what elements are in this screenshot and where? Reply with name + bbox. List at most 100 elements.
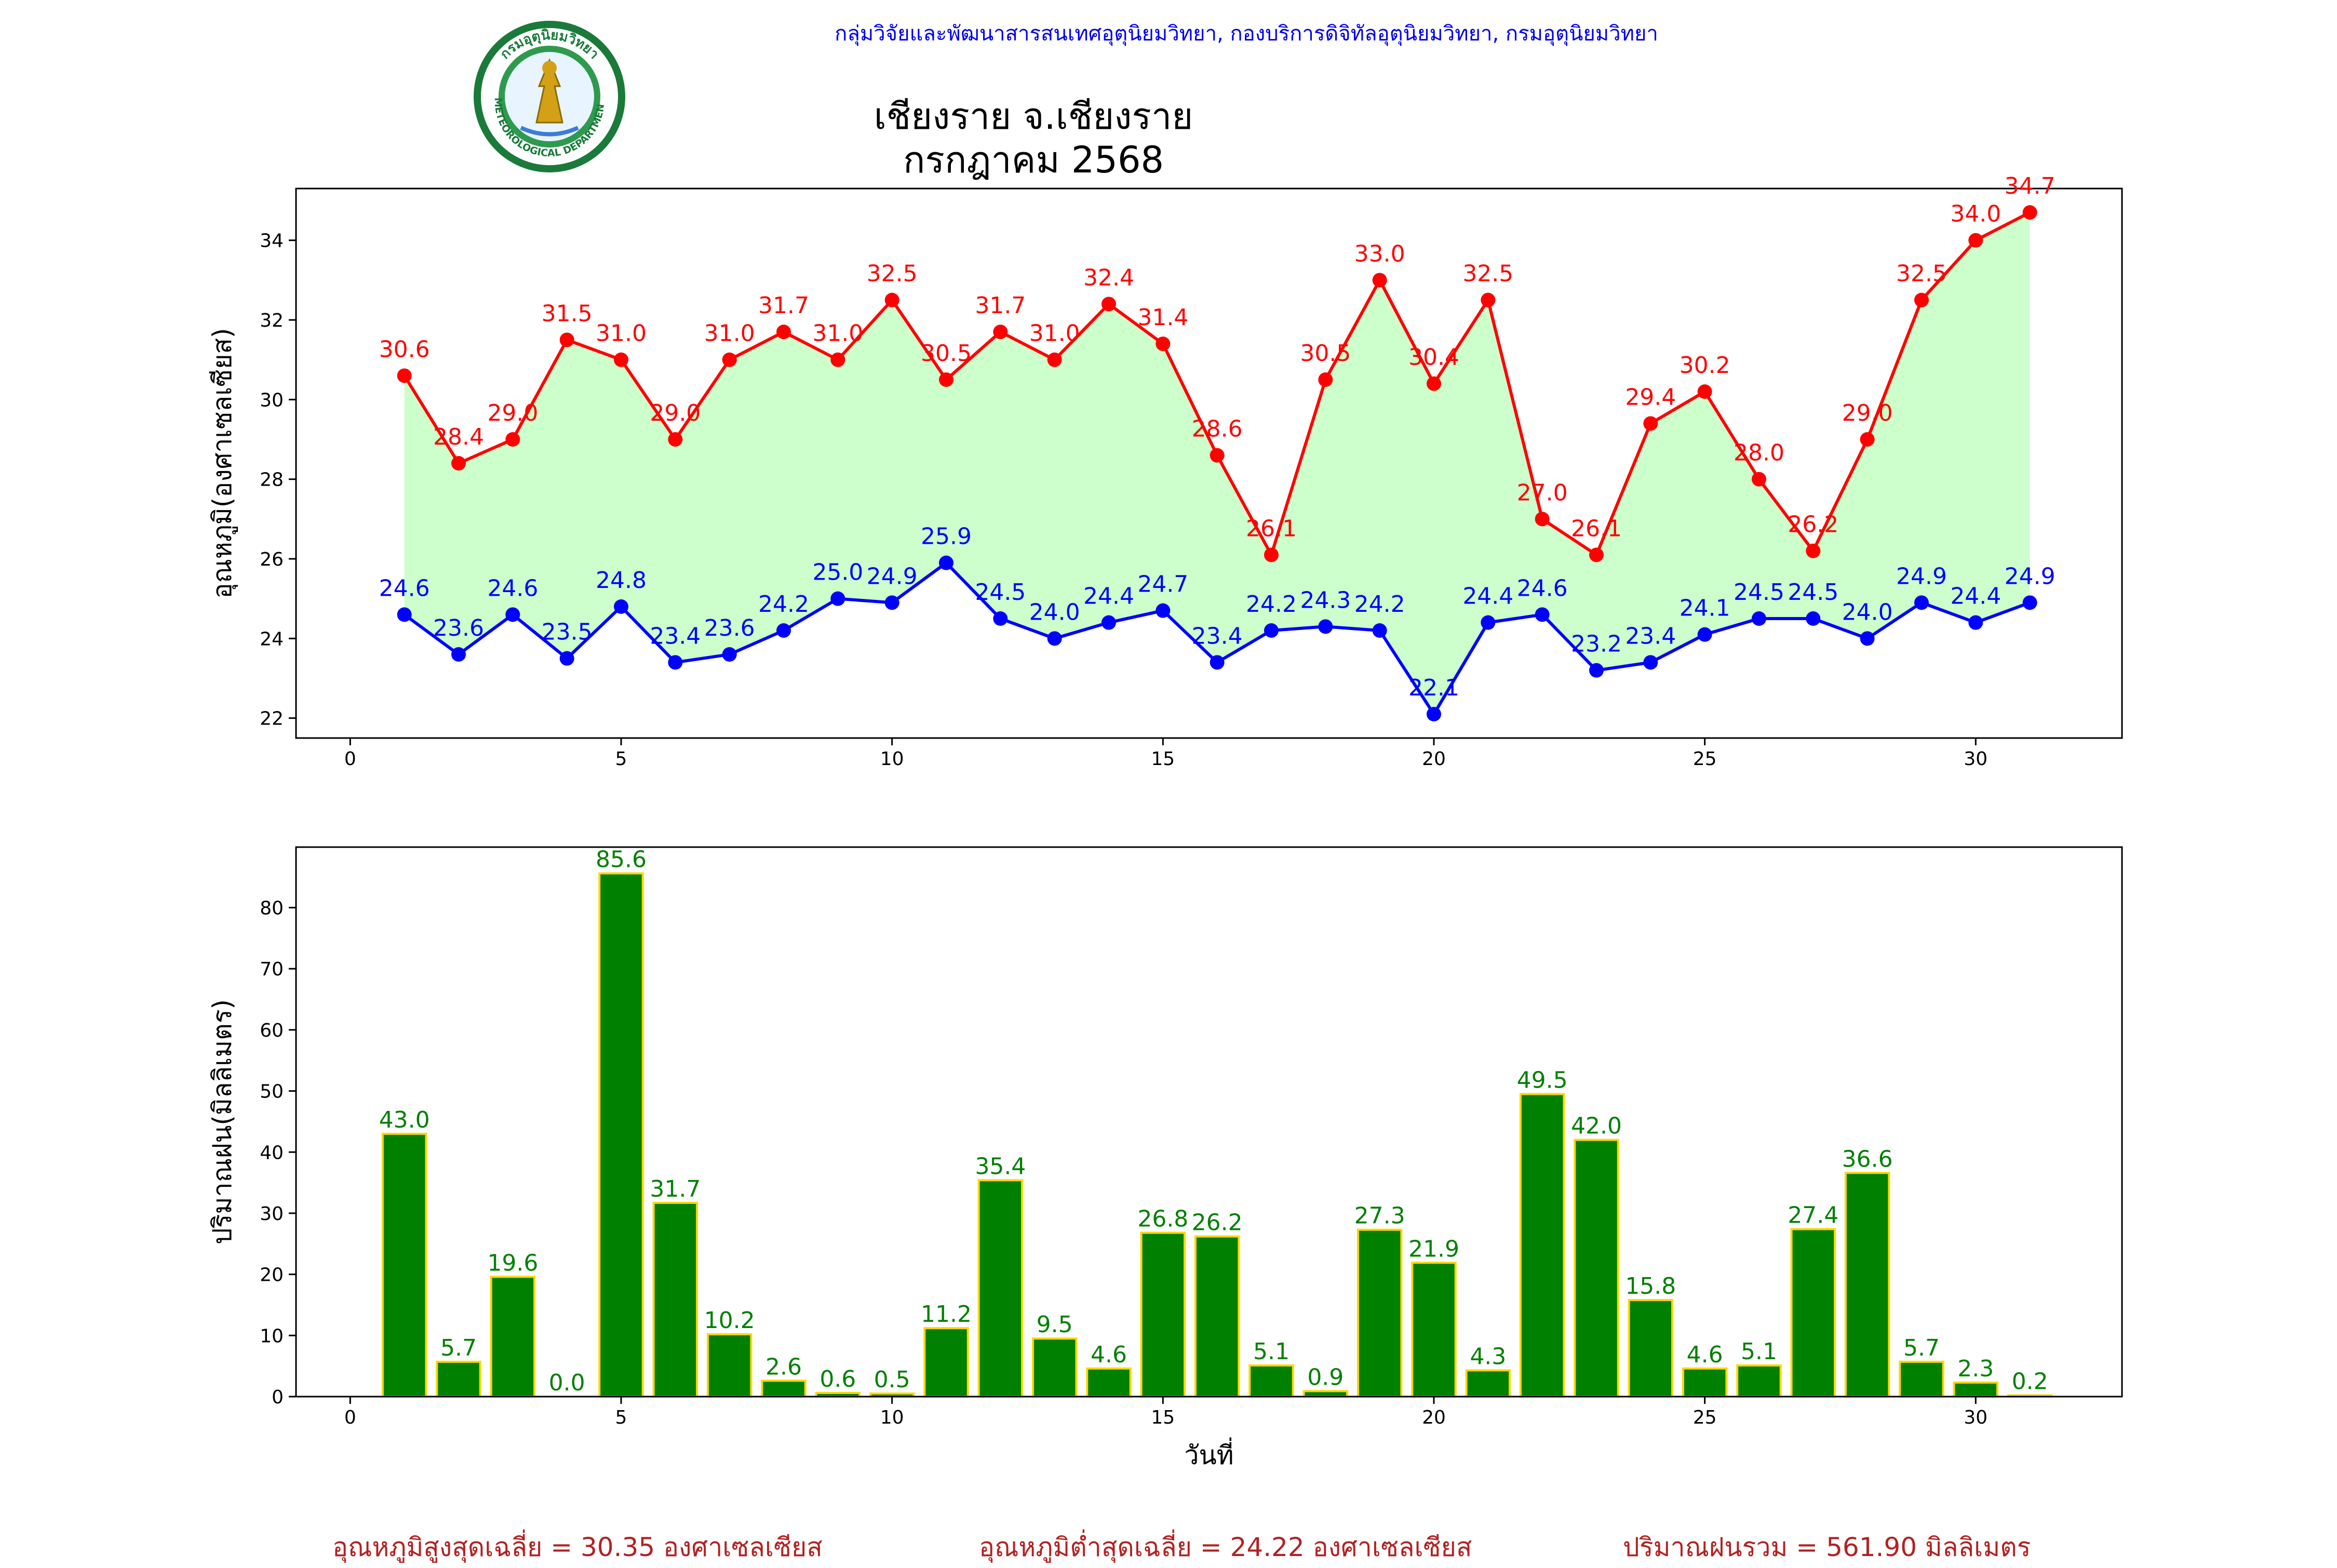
rain-value-label: 26.2: [1192, 1210, 1243, 1236]
min-temp-point: [1697, 627, 1712, 642]
max-temp-point: [1968, 233, 1983, 248]
min-temp-point: [776, 623, 791, 638]
min-temp-point: [397, 607, 412, 622]
min-temp-point: [884, 595, 899, 610]
summary-total-rain: ปริมาณฝนรวม = 561.90 มิลลิเมตร: [1623, 1532, 2031, 1562]
rain-value-label: 5.1: [1253, 1338, 1290, 1365]
rain-bar: [598, 872, 644, 1398]
max-temp-value-label: 34.0: [1950, 201, 2001, 227]
min-temp-point: [722, 647, 737, 662]
min-temp-point: [1751, 611, 1766, 626]
rain-value-label: 11.2: [921, 1301, 972, 1328]
rain-value-label: 5.1: [1741, 1338, 1777, 1365]
min-temp-point: [830, 591, 845, 606]
rain-value-label: 4.3: [1470, 1343, 1506, 1370]
rain-value-label: 2.6: [765, 1353, 802, 1380]
max-temp-value-label: 32.5: [1896, 261, 1947, 287]
min-temp-point: [1643, 655, 1658, 670]
rain-bar: [706, 1333, 753, 1398]
max-temp-point: [830, 352, 845, 367]
rain-ytick-label: 50: [260, 1081, 284, 1103]
max-temp-point: [1535, 512, 1550, 527]
rain-value-label: 85.6: [596, 847, 647, 873]
min-temp-value-label: 24.9: [867, 563, 918, 589]
max-temp-point: [1318, 372, 1333, 387]
min-temp-point: [1372, 623, 1387, 638]
min-temp-value-label: 24.9: [1896, 563, 1947, 589]
max-temp-point: [938, 372, 953, 387]
min-temp-point: [1914, 595, 1929, 610]
temp-ytick-label: 30: [260, 390, 284, 411]
rain-xlabel: วันที่: [1184, 1438, 1233, 1470]
temp-xtick-label: 0: [344, 748, 356, 770]
min-temp-value-label: 23.4: [1625, 623, 1676, 649]
rain-value-label: 5.7: [440, 1335, 477, 1361]
min-temp-value-label: 24.8: [596, 567, 647, 594]
rain-bar: [1356, 1228, 1403, 1398]
min-temp-value-label: 24.0: [1842, 599, 1893, 625]
min-temp-value-label: 24.5: [1734, 579, 1784, 606]
min-temp-value-label: 24.4: [1083, 583, 1134, 610]
max-temp-value-label: 30.4: [1408, 344, 1459, 371]
max-temp-value-label: 28.4: [433, 424, 484, 450]
min-temp-value-label: 24.2: [1354, 591, 1405, 618]
meteorological-department-logo: กรมอุตุนิยมวิทยา METEOROLOGICAL DEPARTME…: [472, 19, 625, 172]
max-temp-point: [1101, 297, 1116, 312]
max-temp-value-label: 31.4: [1137, 304, 1188, 331]
rain-bar: [1519, 1093, 1565, 1398]
max-temp-value-label: 29.4: [1625, 384, 1676, 410]
min-temp-point: [559, 651, 574, 666]
temp-xtick-label: 15: [1151, 748, 1175, 770]
summary-avg-min: อุณหภูมิต่ำสุดเฉลี่ย = 24.22 องศาเซลเซีย…: [979, 1532, 1472, 1562]
min-temp-point: [451, 647, 466, 662]
min-temp-point: [1101, 615, 1116, 630]
min-temp-value-label: 23.4: [1192, 623, 1243, 649]
rain-value-label: 27.3: [1354, 1203, 1405, 1229]
rain-value-label: 43.0: [379, 1107, 430, 1133]
max-temp-value-label: 31.7: [975, 292, 1026, 319]
rain-xtick-label: 0: [344, 1407, 356, 1428]
min-temp-value-label: 24.5: [975, 579, 1026, 606]
rain-bar: [1140, 1231, 1186, 1398]
max-temp-point: [993, 325, 1008, 339]
rain-xtick-label: 30: [1964, 1407, 1987, 1428]
max-temp-value-label: 30.5: [1300, 340, 1351, 367]
max-temp-point: [451, 456, 466, 471]
rain-ytick-label: 60: [260, 1020, 284, 1041]
rain-value-label: 5.7: [1903, 1335, 1940, 1361]
max-temp-value-label: 32.5: [867, 261, 918, 287]
rain-bar: [923, 1327, 969, 1398]
min-temp-value-label: 24.6: [379, 575, 430, 601]
min-temp-point: [1047, 631, 1062, 646]
min-temp-value-label: 24.2: [758, 591, 809, 618]
rain-value-label: 10.2: [704, 1307, 755, 1334]
rain-bar: [1682, 1367, 1728, 1398]
max-temp-value-label: 31.0: [1029, 320, 1080, 347]
max-temp-value-label: 28.0: [1734, 440, 1784, 466]
max-temp-value-label: 29.0: [487, 400, 538, 426]
rain-bar: [490, 1276, 536, 1398]
rain-bar: [652, 1201, 699, 1398]
min-temp-point: [1156, 603, 1171, 618]
rain-plot-frame: [295, 846, 2123, 1398]
min-temp-point: [613, 599, 628, 614]
temp-xtick-label: 25: [1693, 748, 1717, 770]
rain-bar: [1465, 1369, 1511, 1398]
max-temp-value-label: 32.5: [1462, 261, 1513, 287]
max-temp-point: [1914, 292, 1929, 307]
temp-xtick-label: 10: [880, 748, 904, 770]
chart-title-month: กรกฎาคม 2568: [903, 139, 1164, 181]
temp-plot-frame: [295, 187, 2123, 739]
rain-bar: [381, 1132, 427, 1398]
min-temp-value-label: 24.0: [1029, 599, 1080, 625]
max-temp-value-label: 26.1: [1246, 515, 1297, 542]
rain-value-label: 35.4: [975, 1153, 1026, 1180]
rain-bar: [1086, 1367, 1132, 1398]
max-temp-point: [1481, 292, 1496, 307]
rain-value-label: 0.5: [874, 1366, 910, 1393]
max-temp-point: [1047, 352, 1062, 367]
min-temp-value-label: 24.5: [1788, 579, 1838, 606]
rain-value-label: 4.6: [1687, 1342, 1723, 1368]
rain-value-label: 19.6: [487, 1250, 538, 1276]
min-temp-value-label: 24.4: [1950, 583, 2001, 610]
